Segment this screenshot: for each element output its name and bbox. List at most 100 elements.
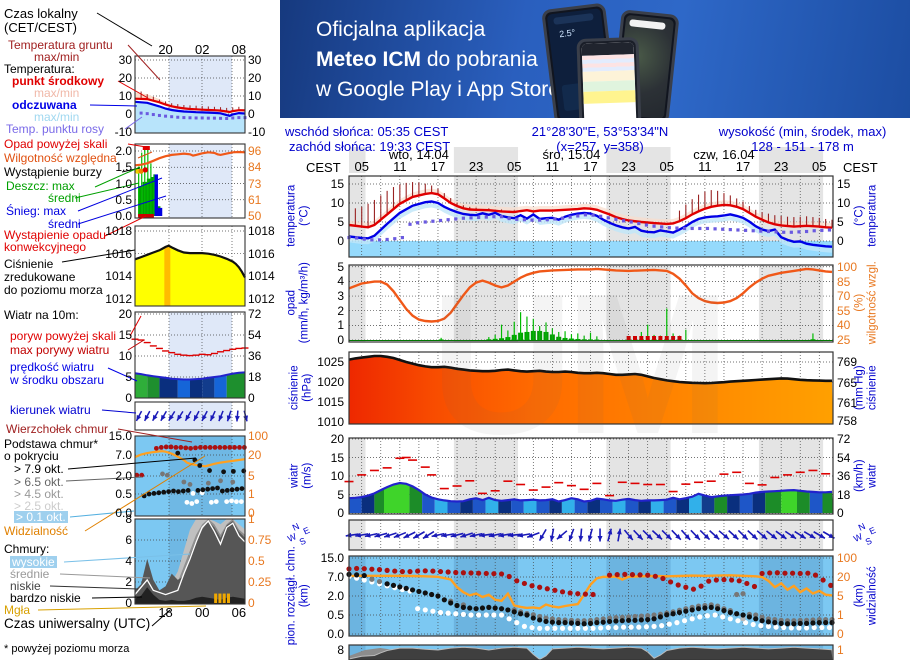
mini-tick: 0.25 <box>248 575 272 589</box>
legend-item: średni <box>48 217 81 231</box>
mini-tick: 10 <box>118 349 132 363</box>
axis-tick: 54 <box>837 450 851 465</box>
axis-label-right: widzialność <box>866 566 879 626</box>
legend-item: max/min <box>34 86 80 100</box>
legend-item: > 4.5 okt. <box>14 487 64 501</box>
altitude-values: 128 - 151 - 178 m <box>751 139 854 154</box>
legend-item: Temperatura gruntu <box>8 38 113 52</box>
legend-item: Chmury: <box>4 542 50 556</box>
axis-tick: 10 <box>837 196 851 210</box>
axis-tick: 20 <box>330 432 344 446</box>
mini-tick: 10 <box>248 89 262 103</box>
mini-tick: 0.0 <box>115 209 132 223</box>
mini-tick: 1 <box>248 487 255 501</box>
banner-line2: Meteo ICM do pobrania <box>316 48 538 72</box>
axis-tick: 0 <box>837 506 844 520</box>
mini-tick: 2.0 <box>115 469 132 483</box>
mini-tick: 61 <box>248 192 262 207</box>
mini-tick: 10 <box>118 89 132 103</box>
axis-tick: 5 <box>337 259 344 274</box>
phone-chart-yellow <box>583 90 636 104</box>
axis-tick: 72 <box>837 432 851 446</box>
phone-map-searchbar <box>629 19 666 30</box>
legend-item: konwekcyjnego <box>4 240 87 254</box>
axis-tick: 15 <box>330 177 344 191</box>
mini-tick: -10 <box>114 125 132 139</box>
mini-tick: 0.5 <box>115 487 132 501</box>
legend-item: o pokryciu <box>4 449 59 463</box>
legend-item: max/min <box>34 110 80 124</box>
banner-line2-rest: do pobrania <box>421 48 538 71</box>
mini-tick: 1016 <box>105 246 132 261</box>
legend-item: Wilgotność względna <box>4 151 117 165</box>
legend-item: zredukowane <box>4 270 76 284</box>
axis-tick: 10 <box>330 469 344 483</box>
axis-tick: 18 <box>837 487 851 502</box>
legend-item: Wystąpienie burzy <box>4 165 102 179</box>
mini-tick: 72 <box>248 307 262 321</box>
mini-tick: 100 <box>248 429 269 443</box>
axis-label-left: (m/s) <box>301 462 314 489</box>
coordinates: 21°28'30"E, 53°53'34"N <box>531 124 669 139</box>
legend-item: wysokie <box>10 555 57 569</box>
mini-tick: 18 <box>248 370 262 384</box>
hour-label: 11 <box>393 159 407 174</box>
axis-tick: 2 <box>337 303 344 318</box>
mini-tick: 1018 <box>105 224 132 239</box>
legend-item: w środku obszaru <box>10 373 105 387</box>
mini-tick: 1.5 <box>115 160 132 175</box>
banner-line1: Oficjalna aplikacja <box>316 18 486 41</box>
mini-tick: 36 <box>248 349 262 363</box>
app-promo-banner[interactable]: Oficjalna aplikacja Meteo ICM do pobrani… <box>280 0 910 118</box>
mini-tick: 73 <box>248 176 262 191</box>
mini-tick: 0 <box>248 596 255 610</box>
mini-tick: 1012 <box>105 292 132 306</box>
sunrise-info: wschód słońca: 05:35 CEST <box>285 124 449 139</box>
axis-tick: 1010 <box>317 415 344 429</box>
legend-item: Czas uniwersalny (UTC) <box>4 616 151 631</box>
axis-tick: 15.0 <box>320 551 344 565</box>
axis-tick: 15 <box>837 177 851 191</box>
svg-text:N: N <box>857 521 867 533</box>
mini-tick: 2 <box>125 575 132 589</box>
axis-label-left: (km) <box>298 584 311 608</box>
axis-tick: 0 <box>337 506 344 520</box>
mini-tick: 15.0 <box>108 429 132 443</box>
mini-tick: 96 <box>248 144 262 158</box>
day-label: śro, 15.04 <box>542 147 601 162</box>
axis-tick: 1 <box>837 608 844 622</box>
tz-label-left: CEST <box>306 160 341 175</box>
hour-label: 05 <box>659 159 674 174</box>
legend-item: * powyżej poziomu morza <box>4 643 130 655</box>
legend-item: Czas lokalny <box>4 6 78 21</box>
legend-item: Temperatura: <box>4 62 75 76</box>
mini-tick: 0 <box>248 107 255 121</box>
phone-chart-temp <box>582 54 635 72</box>
legend-item: > 6.5 okt. <box>14 475 64 489</box>
axis-tick: 25 <box>837 333 851 347</box>
mini-tick: 8 <box>125 512 132 526</box>
axis-tick: 0 <box>837 234 844 248</box>
axis-tick: 20 <box>837 570 851 584</box>
mini-hour-top: 08 <box>231 42 247 57</box>
axis-tick: 5 <box>337 215 344 229</box>
axis-tick: 758 <box>837 414 858 428</box>
grid-point: (x=257, y=358) <box>556 139 644 154</box>
legend-item: > 0.1 okt. <box>14 510 68 524</box>
legend-item: Wierzchołek chmur <box>6 422 109 436</box>
axis-tick: 85 <box>837 274 851 289</box>
axis-tick: 5 <box>837 215 844 229</box>
svg-text:E: E <box>868 525 878 537</box>
mini-tick: 30 <box>118 53 132 67</box>
mini-tick: 0 <box>248 506 255 520</box>
hour-label: 17 <box>430 159 446 174</box>
legend-item: Deszcz: max <box>6 179 75 193</box>
mini-tick: 0.5 <box>115 192 132 207</box>
mini-hour-bottom: 18 <box>158 605 173 620</box>
legend-item: (CET/CEST) <box>4 20 77 35</box>
legend-item: Ciśnienie <box>4 257 54 271</box>
axis-tick: 55 <box>837 303 851 318</box>
axis-tick: 4 <box>337 274 344 289</box>
axis-tick: 1020 <box>317 375 344 389</box>
hour-label: 17 <box>735 159 751 174</box>
